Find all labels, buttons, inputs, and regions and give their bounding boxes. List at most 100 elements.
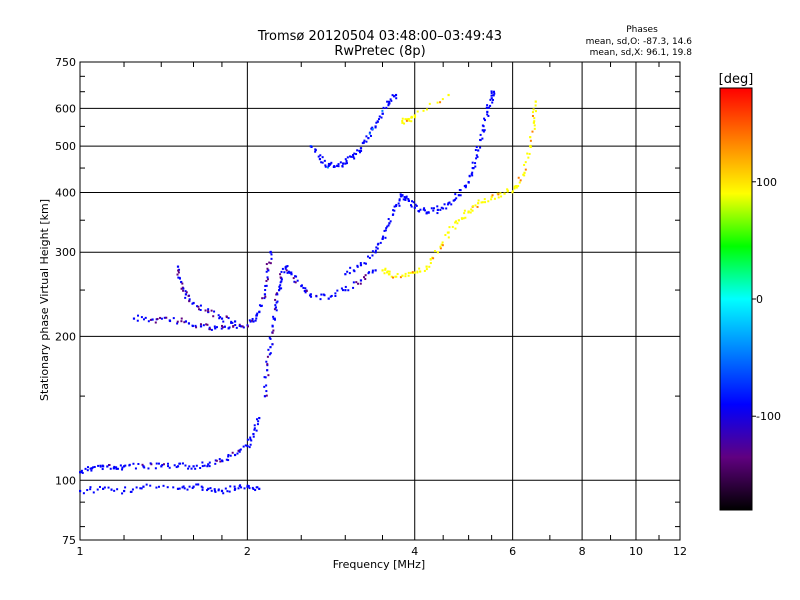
- data-point: [266, 364, 269, 367]
- data-point: [268, 353, 271, 356]
- data-point: [459, 189, 462, 192]
- data-point: [387, 104, 390, 107]
- data-point: [257, 420, 260, 423]
- data-point: [181, 486, 184, 489]
- data-point: [404, 197, 407, 200]
- colorbar-label: [deg]: [719, 72, 754, 87]
- data-point: [476, 155, 479, 158]
- data-point: [467, 180, 470, 183]
- data-point: [479, 133, 482, 136]
- data-point: [269, 346, 272, 349]
- data-point: [321, 161, 324, 164]
- data-point: [445, 207, 448, 210]
- data-point: [271, 324, 274, 327]
- data-point: [89, 488, 92, 491]
- data-point: [471, 209, 474, 212]
- data-point: [188, 485, 191, 488]
- x-tick-label: 12: [673, 545, 687, 558]
- data-point: [159, 316, 162, 319]
- data-point: [119, 464, 122, 467]
- data-point: [357, 282, 360, 285]
- data-point: [427, 211, 430, 214]
- data-point: [268, 336, 271, 339]
- data-point: [264, 284, 267, 287]
- data-point: [242, 445, 245, 448]
- data-point: [531, 111, 534, 114]
- data-point: [235, 326, 238, 329]
- data-point: [326, 166, 329, 169]
- data-point: [423, 269, 426, 272]
- data-point: [506, 190, 509, 193]
- data-point: [179, 462, 182, 465]
- data-point: [279, 273, 282, 276]
- data-point: [475, 154, 478, 157]
- data-point: [208, 326, 211, 329]
- data-point: [209, 487, 212, 490]
- data-point: [255, 429, 258, 432]
- data-point: [482, 130, 485, 133]
- data-point: [456, 222, 459, 225]
- phases-heading: Phases: [626, 25, 658, 35]
- data-point: [155, 462, 158, 465]
- data-point: [295, 275, 298, 278]
- y-tick-label: 75: [62, 534, 76, 547]
- data-point: [142, 465, 145, 468]
- data-point: [359, 282, 362, 285]
- data-point: [206, 489, 209, 492]
- data-point: [223, 325, 226, 328]
- data-point: [140, 487, 143, 490]
- data-point: [310, 145, 313, 148]
- data-point: [523, 163, 526, 166]
- data-point: [359, 262, 362, 265]
- y-tick-label: 200: [55, 330, 76, 343]
- data-point: [481, 137, 484, 140]
- data-point: [225, 316, 228, 319]
- data-point: [425, 108, 428, 111]
- data-point: [422, 109, 425, 112]
- data-point: [96, 488, 99, 491]
- data-point: [99, 464, 102, 467]
- data-point: [375, 121, 378, 124]
- data-point: [442, 207, 445, 210]
- data-point: [515, 185, 518, 188]
- data-point: [383, 229, 386, 232]
- data-point: [264, 376, 267, 379]
- data-point: [246, 438, 249, 441]
- data-point: [110, 488, 113, 491]
- data-point: [483, 117, 486, 120]
- data-point: [283, 271, 286, 274]
- data-point: [368, 132, 371, 135]
- data-point: [90, 467, 93, 470]
- data-point: [246, 324, 249, 327]
- data-point: [529, 144, 532, 147]
- data-point: [436, 251, 439, 254]
- y-tick-label: 300: [55, 246, 76, 259]
- data-point: [273, 317, 276, 320]
- data-point: [463, 184, 466, 187]
- data-point: [422, 208, 425, 211]
- data-point: [293, 280, 296, 283]
- phases-line-x: mean, sd,X: 96.1, 19.8: [590, 48, 693, 58]
- data-point: [490, 90, 493, 93]
- data-point: [182, 287, 185, 290]
- data-point: [432, 207, 435, 210]
- data-point: [336, 164, 339, 167]
- data-point: [180, 317, 183, 320]
- data-point: [352, 154, 355, 157]
- data-point: [267, 269, 270, 272]
- data-point: [213, 488, 216, 491]
- data-point: [136, 319, 139, 322]
- data-point: [184, 293, 188, 296]
- data-point: [203, 464, 206, 467]
- data-point: [246, 444, 249, 448]
- data-point: [371, 127, 374, 130]
- data-point: [394, 204, 398, 208]
- data-point: [526, 152, 529, 155]
- data-point: [225, 458, 228, 461]
- data-point: [264, 295, 267, 298]
- data-point: [214, 327, 217, 330]
- data-point: [484, 201, 487, 204]
- data-point: [365, 135, 368, 138]
- data-point: [249, 320, 252, 323]
